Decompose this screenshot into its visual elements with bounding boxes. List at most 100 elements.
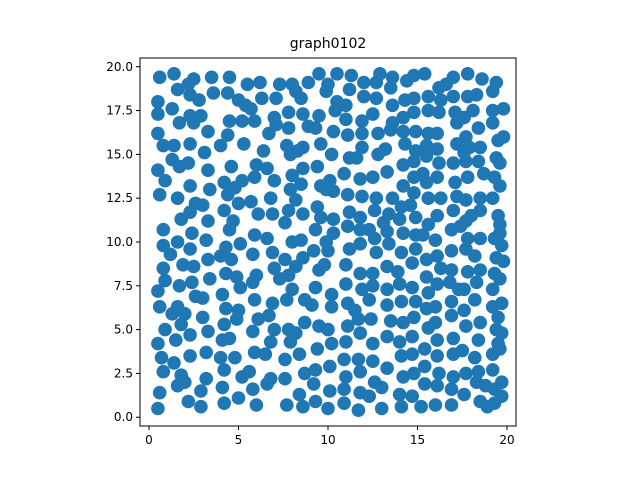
scatter-point [468, 249, 482, 263]
scatter-point [471, 121, 486, 135]
scatter-point [353, 326, 368, 340]
scatter-point [407, 366, 421, 381]
scatter-point [383, 81, 398, 95]
scatter-point [267, 261, 282, 276]
scatter-point [408, 144, 423, 158]
scatter-point [392, 212, 407, 226]
scatter-point [167, 138, 181, 153]
scatter-point [263, 191, 278, 205]
scatter-point [176, 258, 190, 272]
scatter-point [294, 177, 308, 191]
scatter-point [468, 350, 482, 365]
scatter-point [383, 314, 398, 328]
scatter-point [446, 331, 461, 346]
scatter-point [353, 172, 368, 186]
scatter-point [217, 396, 231, 411]
scatter-point [244, 102, 258, 116]
scatter-point [496, 102, 511, 116]
scatter-point [455, 343, 470, 358]
scatter-point [249, 398, 264, 412]
scatter-point [308, 222, 323, 237]
scatter-point [326, 184, 341, 198]
scatter-point [314, 210, 328, 225]
scatter-point [446, 203, 461, 218]
scatter-point [237, 137, 251, 151]
scatter-point [414, 399, 428, 414]
scatter-point [366, 336, 380, 351]
scatter-point [464, 208, 479, 223]
scatter-point [473, 191, 488, 205]
scatter-point [181, 394, 196, 409]
scatter-point [219, 266, 233, 281]
scatter-point [165, 307, 179, 321]
scatter-point [396, 158, 411, 172]
scatter-point [151, 336, 165, 351]
scatter-point [491, 336, 505, 351]
scatter-point [317, 258, 332, 272]
scatter-point [340, 219, 355, 233]
scatter-point [244, 194, 258, 209]
scatter-point [339, 258, 353, 272]
scatter-point [432, 105, 446, 120]
scatter-point [407, 91, 421, 106]
scatter-point [242, 364, 256, 379]
scatter-point [312, 67, 326, 81]
scatter-point [428, 315, 443, 330]
scatter-point [446, 156, 461, 170]
scatter-point [222, 114, 237, 128]
scatter-point [407, 310, 421, 325]
scatter-point [366, 354, 380, 369]
scatter-point [195, 198, 210, 212]
scatter-point [451, 282, 466, 297]
scatter-point [396, 315, 411, 330]
scatter-point [408, 210, 423, 225]
scatter-point [396, 370, 411, 384]
scatter-point [278, 215, 292, 230]
scatter-point [260, 231, 274, 246]
scatter-point [430, 349, 445, 363]
scatter-point [380, 259, 394, 274]
y-tick-label: 7.5 [114, 279, 133, 293]
scatter-point [392, 387, 407, 402]
scatter-point [434, 261, 448, 276]
scatter-point [278, 371, 292, 386]
scatter-point [337, 382, 351, 397]
scatter-point [194, 109, 208, 123]
scatter-point [340, 319, 355, 333]
scatter-point [167, 67, 181, 81]
scatter-point [199, 233, 213, 247]
scatter-point [324, 147, 339, 162]
scatter-point [229, 270, 244, 284]
scatter-point [151, 284, 165, 298]
scatter-point [444, 244, 459, 258]
scatter-point [269, 91, 283, 106]
scatter-point [158, 322, 172, 337]
scatter-point [152, 300, 167, 314]
scatter-point [380, 165, 394, 179]
scatter-point [170, 191, 185, 205]
scatter-point [306, 377, 321, 391]
scatter-point [407, 154, 421, 169]
scatter-point [310, 159, 325, 174]
scatter-point [339, 335, 353, 349]
scatter-point [430, 208, 445, 223]
scatter-point [419, 149, 434, 163]
scatter-point [419, 252, 434, 267]
scatter-point [380, 361, 394, 376]
scatter-point [222, 70, 237, 85]
scatter-point [362, 293, 377, 307]
scatter-point [154, 350, 169, 365]
scatter-point [192, 93, 206, 107]
scatter-point [459, 130, 473, 144]
scatter-point [254, 91, 269, 106]
scatter-point [380, 329, 394, 344]
scatter-point [217, 203, 231, 218]
scatter-point [285, 282, 300, 297]
scatter-point [323, 359, 337, 374]
scatter-point [421, 191, 436, 205]
scatter-point [357, 89, 371, 104]
scatter-point [394, 245, 409, 260]
axes-layer: 0 5 10 15 20 0.0 2.5 5.0 7.5 10.0 12.5 15.0 17.5 20.0 [106, 57, 517, 447]
y-tick-label: 12.5 [106, 191, 133, 205]
scatter-point [217, 317, 231, 332]
